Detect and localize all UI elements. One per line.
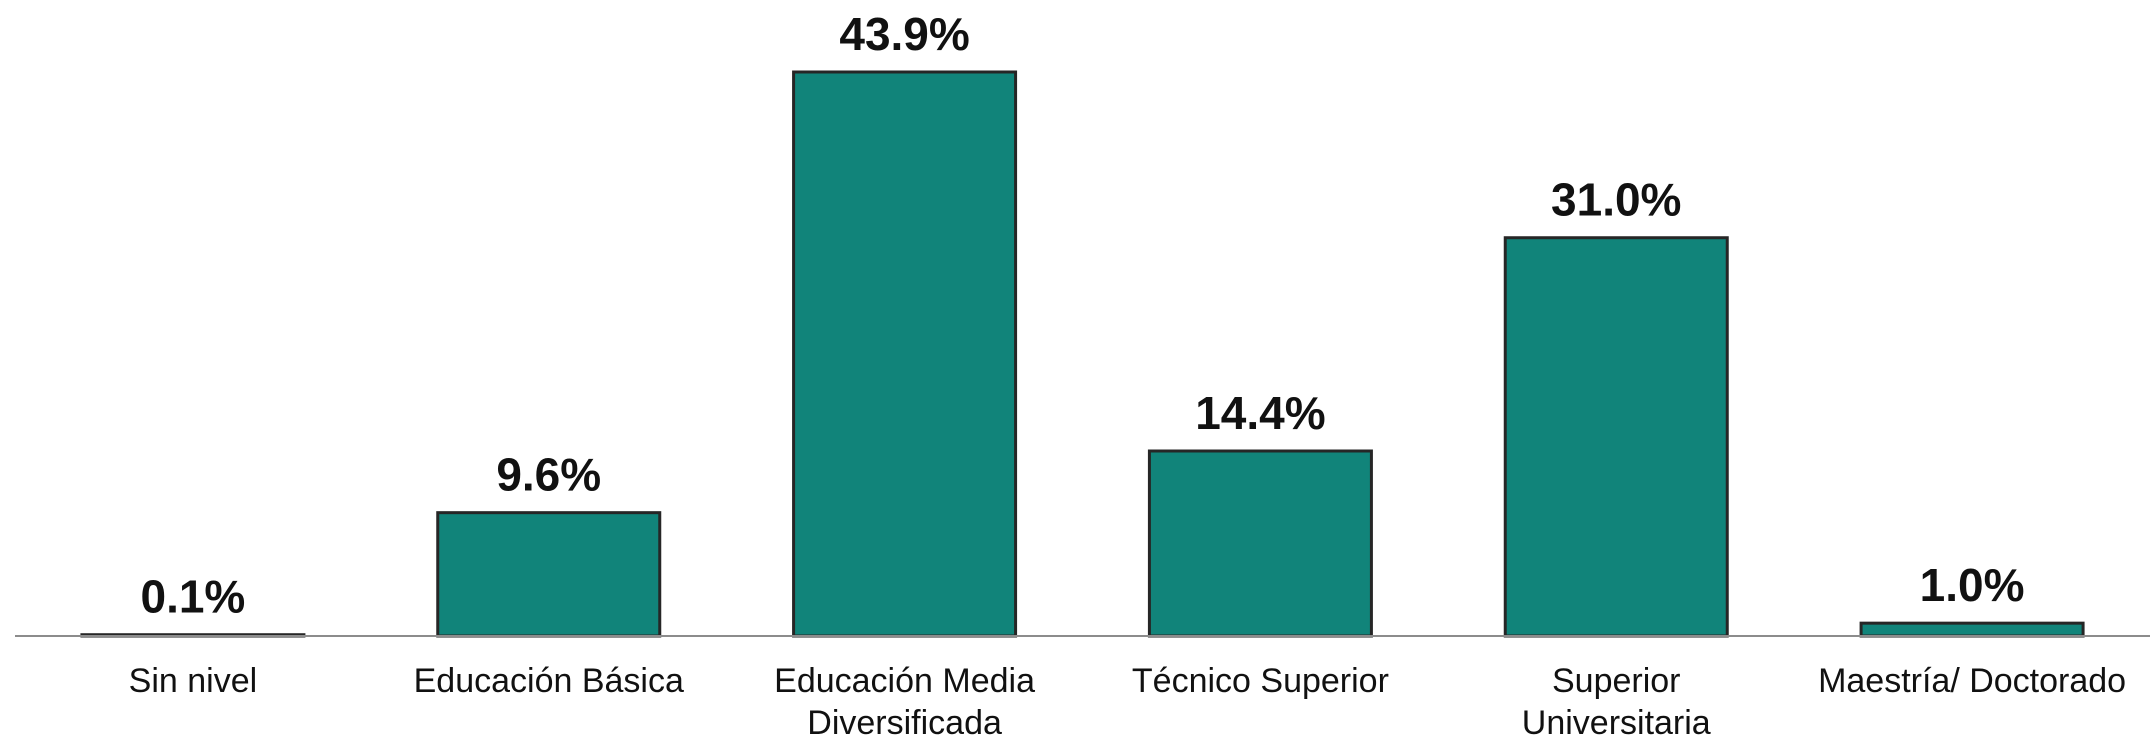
category-label-line: Educación Media (774, 662, 1035, 700)
data-label-3: 14.4% (1195, 387, 1325, 439)
bar-1 (436, 511, 662, 638)
data-label-1: 9.6% (496, 449, 601, 501)
value-labels-group: 0.1% 9.6% 43.9% 14.4% 31.0% 1.0% (140, 8, 2024, 623)
data-label-4: 31.0% (1551, 174, 1681, 226)
category-label-line: Universitaria (1522, 704, 1711, 742)
data-label-2: 43.9% (839, 8, 969, 60)
category-label-line: Técnico Superior (1132, 662, 1389, 700)
data-label-0: 0.1% (140, 571, 245, 623)
category-label-line: Diversificada (807, 704, 1002, 742)
category-label-0: Sin nivel (129, 662, 258, 700)
bar-3 (1147, 449, 1373, 638)
category-label-1: Educación Básica (414, 662, 684, 700)
data-label-5: 1.0% (1920, 559, 2025, 611)
category-label-line: Sin nivel (129, 662, 258, 700)
category-label-2: Educación Media Diversificada (774, 662, 1035, 742)
bars-group (80, 70, 2085, 638)
category-label-line: Superior (1552, 662, 1681, 700)
bar-4 (1503, 236, 1729, 638)
category-labels-group: Sin nivel Educación Básica Educación Media… (129, 662, 2126, 742)
bar-5 (1859, 621, 2085, 638)
category-label-4: Superior Universitaria (1522, 662, 1711, 742)
category-label-5: Maestría/ Doctorado (1818, 662, 2126, 700)
category-label-line: Maestría/ Doctorado (1818, 662, 2126, 700)
category-label-line: Educación Básica (414, 662, 684, 700)
category-label-3: Técnico Superior (1132, 662, 1389, 700)
bar-2 (792, 70, 1018, 638)
